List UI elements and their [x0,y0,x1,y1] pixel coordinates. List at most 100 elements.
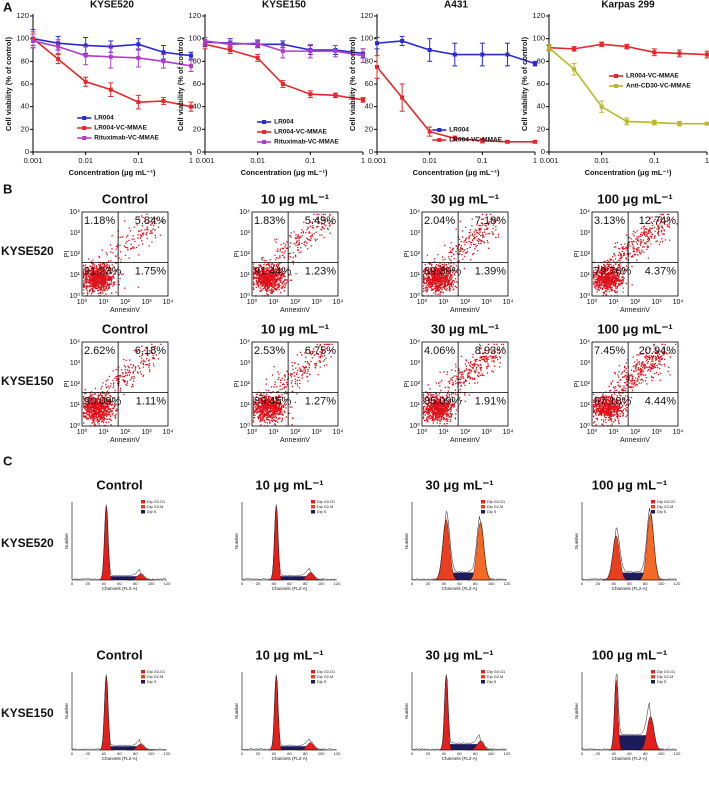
y-tick-label: 10² [410,381,421,388]
legend-label: Dip S [487,680,497,684]
x-tick-label: 120 [334,751,341,756]
legend-label: Dip G2-M [487,505,503,509]
x-tick-label: 10³ [311,299,322,306]
x-tick-label: 10⁰ [247,428,258,436]
y-tick-label: 100 [188,34,201,43]
x-tick-label: 0 [241,751,244,756]
y-tick-label: 60 [21,79,29,88]
data-point [452,136,457,141]
s-phase [446,744,481,750]
y-tick-label: 10¹ [410,402,421,409]
legend-label: Dip S [317,510,327,514]
plot-frame [421,211,509,297]
x-tick-label: 10⁴ [503,429,514,436]
x-tick-label: 40 [441,751,446,756]
data-point [427,48,432,52]
y-tick-label: 40 [21,102,29,111]
x-tick-label: 10² [290,299,301,306]
chart-title: KYSE520 [90,0,134,11]
y-tick-label: 10⁰ [409,292,420,300]
plot-title: 10 μg mL⁻¹ [261,321,329,336]
x-tick-label: 20 [256,581,261,586]
data-point [189,53,193,58]
x-tick-label: 0.01 [422,156,437,165]
legend-label: LR004-VC-MMAE [274,129,327,136]
x-tick-label: 100 [318,751,325,756]
y-tick-label: 60 [537,79,545,88]
x-axis-title: AnnexinV [450,437,480,444]
x-tick-label: 10⁰ [77,428,88,436]
series-line [376,40,536,65]
legend-swatch [311,510,315,514]
x-tick-label: 1 [533,156,537,165]
x-tick-label: 0 [581,581,584,586]
y-tick-label: 10³ [240,360,251,367]
x-axis-title: AnnexinV [110,307,140,314]
x-tick-label: 60 [627,751,632,756]
x-tick-label: 60 [287,581,292,586]
legend-swatch [651,675,655,679]
row-label: KYSE520 [1,244,54,258]
y-tick-label: 100 [16,34,29,43]
x-tick-label: 120 [674,581,681,586]
plot-title: 30 μg mL⁻¹ [425,477,493,492]
y-tick-label: 10¹ [580,402,591,409]
y-axis-title: Number [404,533,409,550]
x-tick-label: 0.01 [594,156,609,165]
quadrant-label: 67.18% [594,395,632,407]
data-point [161,59,166,64]
g1-peak [439,675,454,751]
data-point [547,45,551,50]
x-tick-label: 10¹ [98,299,109,306]
y-axis-title: PI [404,381,411,388]
quadrant-label: 8.93% [475,345,506,357]
quadrant-label: 1.18% [84,215,115,227]
x-tick-label: 1 [189,156,193,165]
x-tick-label: 80 [643,751,648,756]
x-tick-label: 100 [488,581,495,586]
panel-label: B [3,181,12,196]
data-point [83,53,88,58]
g1-peak [269,505,284,581]
legend-swatch [651,500,655,504]
legend-label: Dip G0-G1 [147,500,165,504]
row-label: KYSE150 [1,374,54,388]
row-label: KYSE520 [1,536,54,550]
legend-label: Dip S [317,680,327,684]
x-tick-label: 60 [457,751,462,756]
x-tick-label: 100 [658,751,665,756]
legend-label: Dip G2-M [147,505,163,509]
x-tick-label: 10³ [651,429,662,436]
legend-swatch [141,505,145,509]
legend-label: LR004-VC-MMAE [449,137,502,144]
x-tick-label: 60 [117,751,122,756]
plot-title: 100 μg mL⁻¹ [597,321,673,336]
data-point [400,95,405,100]
data-point [677,51,682,56]
y-axis-title: Number [574,533,579,550]
x-tick-label: 10⁴ [333,299,344,306]
legend-label: Dip G0-G1 [317,500,335,504]
plot-title: Control [96,647,142,662]
x-tick-label: 1 [705,156,709,165]
y-tick-label: 10² [240,251,251,258]
data-point [480,52,485,57]
panel-label: C [3,453,13,468]
chart-title: A431 [444,0,468,11]
x-tick-label: 10³ [481,299,492,306]
y-tick-label: 10³ [70,360,81,367]
y-tick-label: 10⁰ [579,422,590,430]
x-tick-label: 40 [101,751,106,756]
data-point [572,46,577,51]
legend-label: Dip G2-M [487,675,503,679]
outline [71,674,167,751]
data-point [333,49,338,54]
y-axis-title: PI [64,251,71,258]
data-point [108,87,113,92]
y-tick-label: 80 [537,56,545,65]
y-tick-label: 10¹ [240,402,251,409]
x-tick-label: 40 [271,581,276,586]
data-point [83,79,88,84]
x-tick-label: 40 [611,751,616,756]
y-tick-label: 10⁰ [69,292,80,300]
